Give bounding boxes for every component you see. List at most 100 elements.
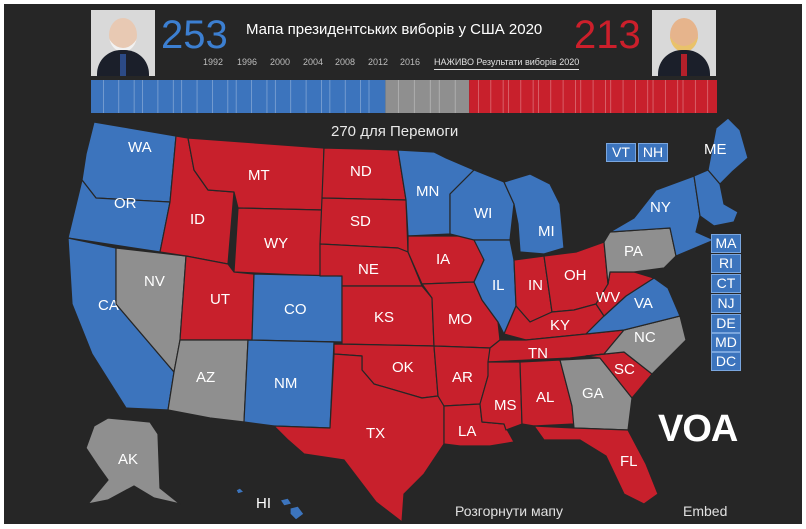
- year-link-live-2020[interactable]: НАЖИВО Результати виборів 2020: [434, 57, 580, 70]
- state-label-OR: OR: [114, 195, 137, 212]
- embed-button[interactable]: Embed: [683, 503, 728, 519]
- year-link-2012[interactable]: 2012: [368, 57, 389, 67]
- state-label-AZ: AZ: [196, 369, 215, 386]
- state-label-MT: MT: [248, 167, 270, 184]
- state-label-MS: MS: [494, 397, 517, 414]
- state-label-ND: ND: [350, 163, 372, 180]
- state-label-MO: MO: [448, 311, 472, 328]
- candidate-face: [109, 18, 137, 52]
- state-label-NV: NV: [144, 273, 165, 290]
- state-label-IA: IA: [436, 251, 450, 268]
- state-label-FL: FL: [620, 453, 638, 470]
- state-AK[interactable]: AK: [85, 417, 181, 505]
- state-NC[interactable]: NC: [585, 315, 687, 375]
- state-chip-DE[interactable]: DE: [711, 314, 741, 333]
- state-label-SD: SD: [350, 213, 371, 230]
- state-WY[interactable]: WY: [233, 207, 323, 277]
- state-label-LA: LA: [458, 423, 476, 440]
- state-AZ[interactable]: AZ: [167, 339, 249, 423]
- state-WV[interactable]: WV: [595, 271, 655, 317]
- us-states-map: WA OR CA NV ID MT WY UT CO AZ NM ND SD N…: [67, 117, 749, 523]
- state-label-HI: HI: [256, 495, 271, 512]
- state-dividers: [102, 80, 709, 113]
- majority-label: 270 для Перемоги: [331, 123, 459, 140]
- state-label-TX: TX: [366, 425, 385, 442]
- year-link-2016[interactable]: 2016: [400, 57, 421, 67]
- state-MI[interactable]: MI: [503, 173, 565, 255]
- state-HI[interactable]: HI: [235, 487, 305, 521]
- state-label-PA: PA: [624, 243, 643, 260]
- year-link-2004[interactable]: 2004: [303, 57, 324, 67]
- state-label-AL: AL: [536, 389, 554, 406]
- state-NM[interactable]: NM: [243, 339, 335, 429]
- state-FL[interactable]: FL: [533, 425, 659, 505]
- year-link-2008[interactable]: 2008: [335, 57, 356, 67]
- state-NY[interactable]: NY: [609, 175, 715, 257]
- state-chip-NH[interactable]: NH: [638, 143, 668, 162]
- state-WI[interactable]: WI: [449, 169, 515, 241]
- state-label-MN: MN: [416, 183, 439, 200]
- state-KS[interactable]: KS: [341, 285, 435, 347]
- state-MS[interactable]: MS: [479, 361, 523, 431]
- electoral-vote-bar: [91, 80, 717, 113]
- state-ME[interactable]: ME: [704, 117, 749, 185]
- state-KY[interactable]: KY: [503, 303, 605, 341]
- state-ND[interactable]: ND: [321, 147, 407, 201]
- state-label-CO: CO: [284, 301, 307, 318]
- state-label-ME: ME: [704, 141, 727, 158]
- state-label-NY: NY: [650, 199, 671, 216]
- state-chip-VT[interactable]: VT: [606, 143, 636, 162]
- state-label-KY: KY: [550, 317, 570, 334]
- state-label-AR: AR: [452, 369, 473, 386]
- state-label-WV: WV: [596, 289, 620, 306]
- state-label-OK: OK: [392, 359, 414, 376]
- state-label-VA: VA: [634, 295, 653, 312]
- state-chip-RI[interactable]: RI: [711, 254, 741, 273]
- voa-logo: VOA: [658, 408, 738, 450]
- state-label-AK: AK: [118, 451, 138, 468]
- state-CO[interactable]: CO: [251, 273, 343, 343]
- state-NE[interactable]: NE: [319, 243, 423, 287]
- state-label-WI: WI: [474, 205, 492, 222]
- state-WA[interactable]: WA: [81, 121, 177, 203]
- rep-electoral-count: 213: [574, 13, 641, 57]
- state-chip-CT[interactable]: CT: [711, 274, 741, 293]
- candidate-tie: [120, 54, 126, 76]
- state-TN[interactable]: TN: [487, 329, 625, 363]
- state-SD[interactable]: SD: [319, 197, 409, 253]
- dem-votes-segment: [91, 80, 386, 113]
- dem-candidate-photo: [91, 10, 155, 76]
- state-MT[interactable]: MT: [187, 137, 325, 211]
- state-MN[interactable]: MN: [397, 149, 475, 237]
- dem-electoral-count: 253: [161, 13, 228, 57]
- expand-map-button[interactable]: Розгорнути мапу: [455, 503, 563, 519]
- candidate-face: [670, 18, 698, 52]
- state-label-IN: IN: [528, 277, 543, 294]
- state-label-NM: NM: [274, 375, 297, 392]
- state-chip-NJ[interactable]: NJ: [711, 294, 741, 313]
- state-label-ID: ID: [190, 211, 205, 228]
- state-VA[interactable]: VA: [585, 277, 681, 335]
- rep-votes-segment: [469, 80, 717, 113]
- state-label-WY: WY: [264, 235, 288, 252]
- map-title: Мапа президентських виборів у США 2020: [246, 21, 543, 38]
- undecided-votes-segment: [385, 80, 470, 113]
- year-link-1996[interactable]: 1996: [237, 57, 258, 67]
- state-chip-MA[interactable]: MA: [711, 234, 741, 253]
- state-label-NC: NC: [634, 329, 656, 346]
- state-IA[interactable]: IA: [407, 235, 485, 285]
- state-label-OH: OH: [564, 267, 587, 284]
- state-label-SC: SC: [614, 361, 635, 378]
- state-label-TN: TN: [528, 345, 548, 362]
- year-link-1992[interactable]: 1992: [203, 57, 224, 67]
- state-TX[interactable]: TX: [273, 353, 445, 523]
- state-label-IL: IL: [492, 277, 505, 294]
- year-link-2000[interactable]: 2000: [270, 57, 291, 67]
- state-chip-MD[interactable]: MD: [711, 333, 741, 352]
- state-chip-DC[interactable]: DC: [711, 352, 741, 371]
- state-label-NE: NE: [358, 261, 379, 278]
- state-label-WA: WA: [128, 139, 152, 156]
- candidate-tie: [681, 54, 687, 76]
- state-IL[interactable]: IL: [473, 239, 517, 335]
